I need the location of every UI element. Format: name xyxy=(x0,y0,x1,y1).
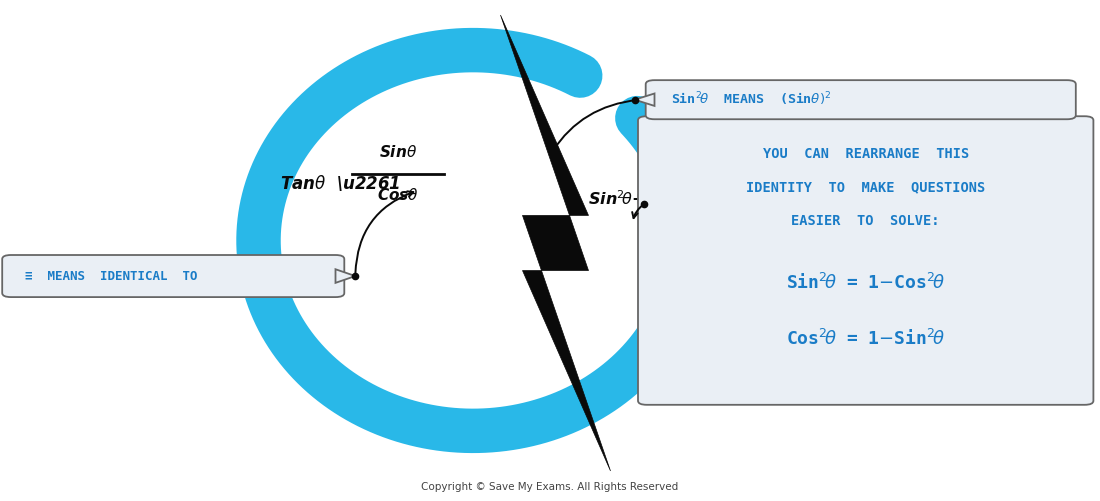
Text: Cos$\theta$: Cos$\theta$ xyxy=(377,187,419,203)
Text: IDENTITY  TO  MAKE  QUESTIONS: IDENTITY TO MAKE QUESTIONS xyxy=(746,180,986,194)
Text: Sin$\theta$: Sin$\theta$ xyxy=(379,144,417,160)
Polygon shape xyxy=(336,269,355,283)
FancyBboxPatch shape xyxy=(646,80,1076,119)
FancyBboxPatch shape xyxy=(638,116,1093,405)
Text: Sin$^2\!\theta$  MEANS  (Sin$\theta)^2$: Sin$^2\!\theta$ MEANS (Sin$\theta)^2$ xyxy=(671,91,832,109)
Text: ≡  MEANS  IDENTICAL  TO: ≡ MEANS IDENTICAL TO xyxy=(25,270,198,283)
Text: EASIER  TO  SOLVE:: EASIER TO SOLVE: xyxy=(791,214,939,228)
FancyBboxPatch shape xyxy=(2,255,344,297)
Text: Sin$^2\!\theta$+Cos$^2\!\theta$\u22611: Sin$^2\!\theta$+Cos$^2\!\theta$\u22611 xyxy=(588,188,766,208)
Text: Cos$^2\!\theta$ = 1$-$Sin$^2\!\theta$: Cos$^2\!\theta$ = 1$-$Sin$^2\!\theta$ xyxy=(786,329,945,349)
Text: Copyright © Save My Exams. All Rights Reserved: Copyright © Save My Exams. All Rights Re… xyxy=(421,482,679,492)
Text: Sin$^2\!\theta$ = 1$-$Cos$^2\!\theta$: Sin$^2\!\theta$ = 1$-$Cos$^2\!\theta$ xyxy=(786,273,945,293)
Polygon shape xyxy=(635,94,654,106)
Text: Tan$\theta$  \u2261: Tan$\theta$ \u2261 xyxy=(280,173,400,193)
Text: YOU  CAN  REARRANGE  THIS: YOU CAN REARRANGE THIS xyxy=(762,147,969,161)
Polygon shape xyxy=(500,15,610,471)
